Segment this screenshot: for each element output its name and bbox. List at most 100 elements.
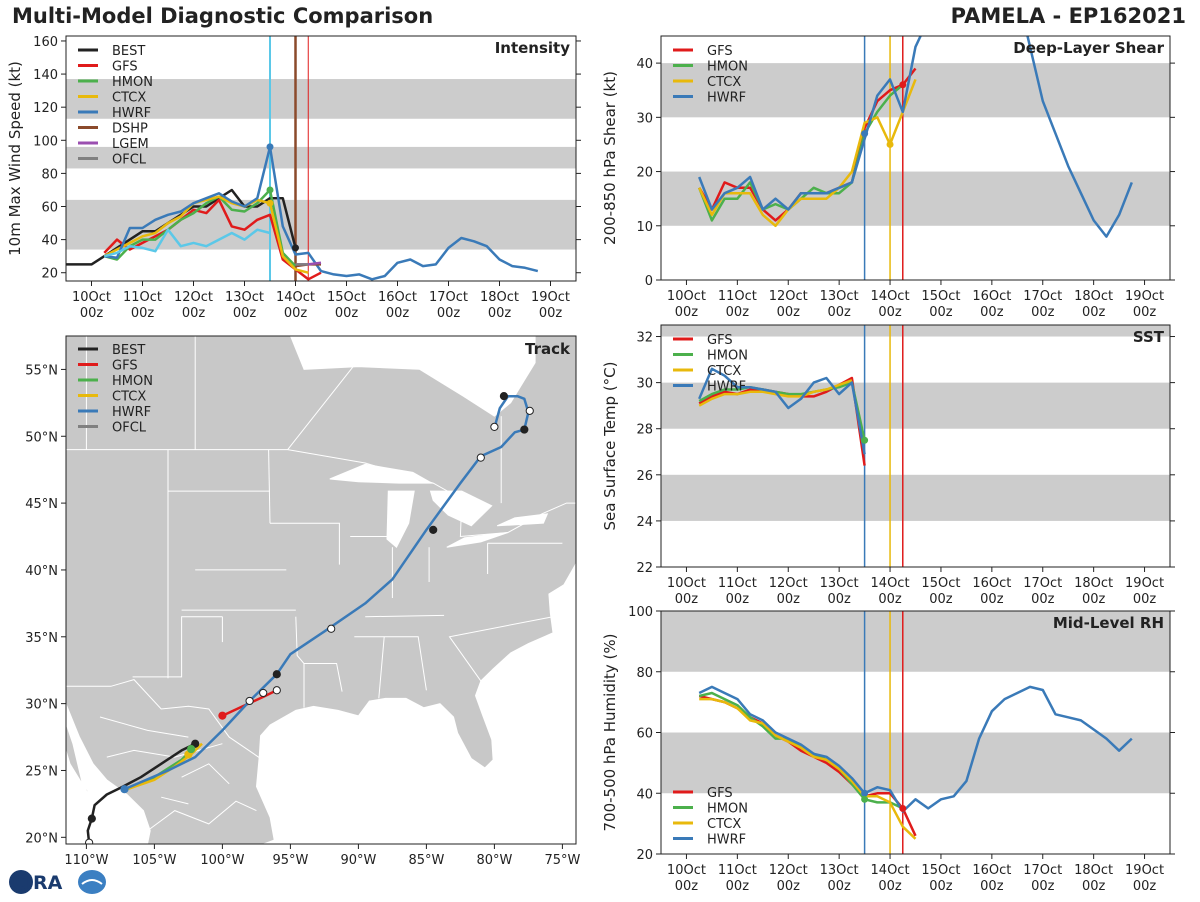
shear-plot-area	[661, 36, 1170, 280]
sst-title: SST	[1133, 328, 1165, 346]
border-line-26	[106, 743, 223, 758]
sst-plot-area	[661, 325, 1170, 567]
rh-marker-0	[861, 789, 869, 797]
border-line-29	[161, 796, 189, 805]
great-lake-1	[386, 490, 415, 548]
sst-ytick-label: 28	[636, 423, 653, 438]
intensity-band-2	[66, 79, 576, 119]
sst-xtick-sublabel: 00z	[1031, 592, 1055, 607]
border-line-6	[132, 616, 223, 678]
intensity-xtick-label: 10Oct	[72, 290, 111, 305]
track-marker-9	[272, 686, 281, 695]
sst-ytick-label: 32	[636, 331, 653, 346]
track-marker-13	[476, 453, 485, 462]
sst-xtick-label: 16Oct	[972, 576, 1011, 591]
track-ytick-label: 25°N	[25, 764, 58, 779]
rh-ytick-label: 60	[636, 727, 653, 742]
intensity-xtick-sublabel: 00z	[182, 306, 206, 321]
rh-xtick-sublabel: 00z	[675, 879, 699, 894]
rh-series-hwrf	[698, 685, 1133, 813]
intensity-xtick-sublabel: 00z	[284, 306, 308, 321]
track-ytick-label: 40°N	[25, 564, 58, 579]
sst-marker-0	[861, 436, 869, 444]
track-marker-14	[490, 422, 499, 432]
border-line-1	[66, 679, 261, 759]
track-ytick-label: 20°N	[25, 831, 58, 846]
sst-band-0	[661, 474, 1170, 521]
shear-ytick-label: 20	[636, 166, 653, 181]
rh-xtick-label: 17Oct	[1023, 863, 1062, 878]
legend-label-gfs: GFS	[707, 333, 733, 348]
track-series-hwrf	[124, 394, 530, 791]
rh-marker-2	[899, 804, 907, 812]
shear-xtick-label: 12Oct	[769, 289, 808, 304]
rh-marker-1	[861, 795, 869, 803]
sst-series-ctcx	[698, 379, 853, 407]
rh-xtick-label: 19Oct	[1125, 863, 1164, 878]
cira-logo: CIRA	[4, 866, 108, 898]
legend-label-dshp: DSHP	[112, 122, 148, 137]
shear-xtick-sublabel: 00z	[1133, 305, 1157, 320]
sst-ytick-label: 26	[636, 469, 653, 484]
legend-label-hmon: HMON	[112, 75, 153, 90]
intensity-ytick-label: 20	[41, 267, 58, 282]
legend-label-hmon: HMON	[707, 802, 748, 817]
track-xtick-label: 100°W	[200, 853, 244, 868]
intensity-series-gfs	[103, 198, 322, 281]
shear-xtick-sublabel: 00z	[878, 305, 902, 320]
intensity-marker-2	[266, 199, 274, 207]
track-map: 20°N 25°N 30°N 35°N 40°N 45°N 50°N 55°N 110°W 105…	[25, 335, 580, 868]
rh-xtick-sublabel: 00z	[777, 879, 801, 894]
track-frame	[65, 335, 577, 845]
sst-xtick-sublabel: 00z	[1133, 592, 1157, 607]
border-line-8	[304, 663, 343, 692]
intensity-marker-3	[292, 244, 299, 252]
shear-frame	[660, 35, 1171, 281]
border-line-14	[270, 522, 340, 565]
track-marker-8	[272, 670, 281, 679]
track-ytick-label: 50°N	[25, 430, 58, 445]
intensity-xtick-label: 11Oct	[123, 290, 162, 305]
sst-series-hmon	[698, 381, 866, 441]
sst-xtick-label: 13Oct	[820, 576, 859, 591]
sst-chart: 22242628303210Oct00z11Oct00z12Oct00z13Oc…	[601, 324, 1175, 607]
track-marker-3	[120, 785, 129, 794]
intensity-ytick-label: 140	[33, 68, 58, 83]
border-line-18	[268, 449, 271, 524]
track-xtick-label: 75°W	[544, 853, 580, 868]
sst-xtick-label: 19Oct	[1125, 576, 1164, 591]
intensity-xtick-label: 18Oct	[480, 290, 519, 305]
rh-xtick-sublabel: 00z	[878, 879, 902, 894]
shear-xtick-label: 14Oct	[871, 289, 910, 304]
track-legend-label-ctcx: CTCX	[112, 390, 146, 405]
intensity-xtick-sublabel: 00z	[539, 306, 563, 321]
shear-xtick-sublabel: 00z	[675, 305, 699, 320]
shear-xtick-label: 13Oct	[820, 289, 859, 304]
rh-xtick-sublabel: 00z	[929, 879, 953, 894]
shear-title: Deep-Layer Shear	[1013, 39, 1164, 57]
page-title: Multi-Model Diagnostic Comparison	[12, 4, 434, 28]
rh-band-1	[661, 611, 1170, 672]
rh-ytick-label: 20	[636, 848, 653, 863]
intensity-band-1	[66, 146, 576, 169]
rh-chart: 2040608010010Oct00z11Oct00z12Oct00z13Oct…	[601, 605, 1175, 894]
border-line-28	[181, 763, 230, 785]
rh-xtick-sublabel: 00z	[726, 879, 750, 894]
sst-ytick-label: 22	[636, 561, 653, 576]
shear-marker-1	[886, 140, 894, 148]
track-marker-16	[525, 406, 534, 415]
rh-xtick-label: 14Oct	[871, 863, 910, 878]
legend-label-ctcx: CTCX	[112, 91, 146, 106]
shear-xtick-sublabel: 00z	[929, 305, 953, 320]
sst-band-2	[661, 325, 1170, 337]
intensity-xtick-sublabel: 00z	[386, 306, 410, 321]
sst-ytick-label: 30	[636, 377, 653, 392]
track-marker-6	[218, 711, 227, 720]
sst-xtick-label: 12Oct	[769, 576, 808, 591]
track-xtick-label: 80°W	[476, 853, 512, 868]
legend-label-hwrf: HWRF	[707, 833, 746, 848]
track-marker-1	[87, 814, 96, 823]
intensity-xtick-label: 13Oct	[225, 290, 264, 305]
intensity-ytick-label: 100	[33, 134, 58, 149]
